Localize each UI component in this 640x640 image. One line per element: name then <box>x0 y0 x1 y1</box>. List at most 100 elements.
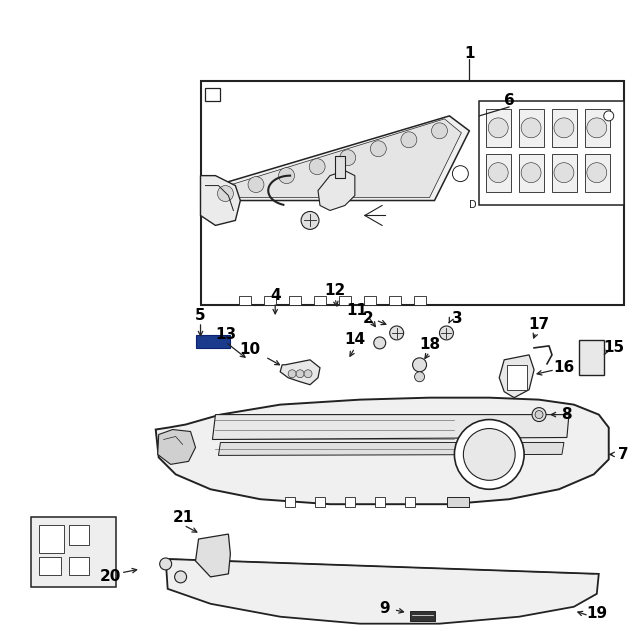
Polygon shape <box>499 355 534 397</box>
Polygon shape <box>280 360 320 385</box>
Circle shape <box>488 163 508 182</box>
Circle shape <box>340 150 356 166</box>
Polygon shape <box>285 497 295 507</box>
Polygon shape <box>218 119 461 198</box>
Bar <box>31 517 116 587</box>
Text: 18: 18 <box>419 337 440 353</box>
Circle shape <box>554 118 574 138</box>
Text: 2: 2 <box>362 310 373 326</box>
Polygon shape <box>156 397 609 504</box>
Polygon shape <box>388 296 401 305</box>
Polygon shape <box>486 154 511 191</box>
Text: 5: 5 <box>195 308 206 323</box>
Circle shape <box>532 408 546 422</box>
Polygon shape <box>519 109 544 147</box>
Bar <box>39 525 64 553</box>
Circle shape <box>535 411 543 419</box>
Text: 14: 14 <box>344 332 365 348</box>
Polygon shape <box>410 611 435 621</box>
Polygon shape <box>519 154 544 191</box>
Polygon shape <box>486 109 511 147</box>
Circle shape <box>160 558 172 570</box>
Polygon shape <box>212 415 569 440</box>
Circle shape <box>371 141 387 157</box>
Bar <box>205 88 220 101</box>
Polygon shape <box>289 296 301 305</box>
Text: 4: 4 <box>270 287 280 303</box>
Polygon shape <box>239 296 252 305</box>
Polygon shape <box>413 296 426 305</box>
Circle shape <box>278 168 294 184</box>
Text: 16: 16 <box>554 360 575 375</box>
Text: 13: 13 <box>215 328 236 342</box>
Circle shape <box>401 132 417 148</box>
Text: 10: 10 <box>240 342 261 357</box>
Circle shape <box>454 420 524 489</box>
Circle shape <box>587 163 607 182</box>
Text: D: D <box>468 200 476 211</box>
Text: 6: 6 <box>504 93 515 108</box>
Bar <box>39 557 61 575</box>
Circle shape <box>304 370 312 378</box>
Text: 17: 17 <box>529 317 550 332</box>
Circle shape <box>309 159 325 175</box>
Circle shape <box>415 372 424 381</box>
Circle shape <box>431 123 447 139</box>
Bar <box>507 365 527 390</box>
Polygon shape <box>364 296 376 305</box>
Polygon shape <box>314 296 326 305</box>
Circle shape <box>218 186 234 202</box>
Polygon shape <box>264 296 276 305</box>
Text: 12: 12 <box>324 283 346 298</box>
Polygon shape <box>375 497 385 507</box>
Text: 8: 8 <box>562 407 572 422</box>
Text: 11: 11 <box>346 303 367 317</box>
Text: 21: 21 <box>173 509 194 525</box>
Text: 20: 20 <box>100 570 122 584</box>
Circle shape <box>521 163 541 182</box>
Bar <box>69 525 89 545</box>
Bar <box>69 557 89 575</box>
Polygon shape <box>200 175 241 225</box>
Circle shape <box>296 370 304 378</box>
Polygon shape <box>552 154 577 191</box>
Circle shape <box>390 326 404 340</box>
Circle shape <box>175 571 187 583</box>
Circle shape <box>413 358 426 372</box>
Polygon shape <box>216 116 469 200</box>
Text: 9: 9 <box>380 601 390 616</box>
Polygon shape <box>166 559 599 623</box>
Circle shape <box>604 111 614 121</box>
Circle shape <box>288 370 296 378</box>
Bar <box>200 81 623 305</box>
Circle shape <box>488 118 508 138</box>
Circle shape <box>521 118 541 138</box>
Polygon shape <box>404 497 415 507</box>
Polygon shape <box>552 109 577 147</box>
Circle shape <box>248 177 264 193</box>
Polygon shape <box>339 296 351 305</box>
Polygon shape <box>218 442 564 456</box>
Bar <box>447 497 469 507</box>
Polygon shape <box>318 171 355 211</box>
Circle shape <box>452 166 468 182</box>
Polygon shape <box>196 534 230 577</box>
Text: 19: 19 <box>586 606 607 621</box>
Circle shape <box>440 326 453 340</box>
Circle shape <box>587 118 607 138</box>
Text: 7: 7 <box>618 447 629 462</box>
Text: 1: 1 <box>464 45 475 61</box>
Circle shape <box>374 337 386 349</box>
Polygon shape <box>585 109 610 147</box>
Bar <box>335 156 345 178</box>
Polygon shape <box>585 154 610 191</box>
Polygon shape <box>157 429 196 465</box>
Polygon shape <box>345 497 355 507</box>
Circle shape <box>463 429 515 480</box>
Bar <box>479 101 623 205</box>
Text: 15: 15 <box>603 340 624 355</box>
Text: 3: 3 <box>452 310 463 326</box>
Circle shape <box>554 163 574 182</box>
Circle shape <box>301 211 319 229</box>
Polygon shape <box>315 497 325 507</box>
